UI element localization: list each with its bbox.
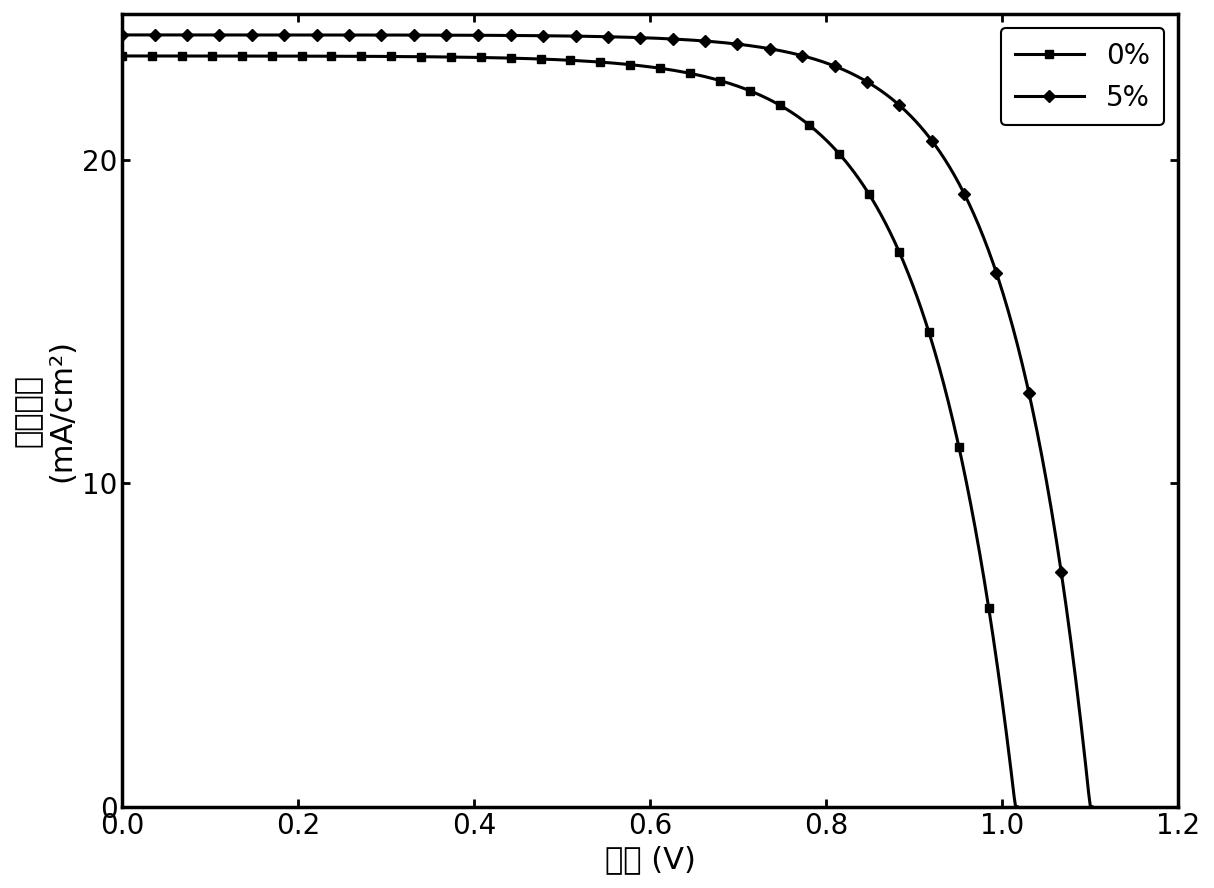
0%	[345, 51, 359, 61]
5%	[845, 68, 860, 79]
5%	[1083, 801, 1097, 812]
5%	[554, 30, 568, 41]
X-axis label: 电压 (V): 电压 (V)	[605, 845, 696, 874]
0%	[115, 51, 130, 61]
5%	[115, 29, 130, 40]
0%	[642, 61, 657, 72]
0%	[1009, 801, 1023, 812]
5%	[364, 29, 379, 40]
5%	[762, 44, 777, 54]
Y-axis label: 电流密度
(mA/cm²): 电流密度 (mA/cm²)	[13, 339, 76, 482]
Line: 5%: 5%	[118, 31, 1096, 811]
0%	[520, 53, 534, 64]
Line: 0%: 0%	[118, 52, 1021, 811]
5%	[686, 35, 700, 45]
Legend: 0%, 5%: 0%, 5%	[1000, 28, 1164, 125]
0%	[713, 75, 727, 86]
0%	[1010, 801, 1025, 812]
0%	[273, 51, 288, 61]
0%	[789, 110, 804, 121]
5%	[287, 29, 301, 40]
5%	[1085, 801, 1100, 812]
